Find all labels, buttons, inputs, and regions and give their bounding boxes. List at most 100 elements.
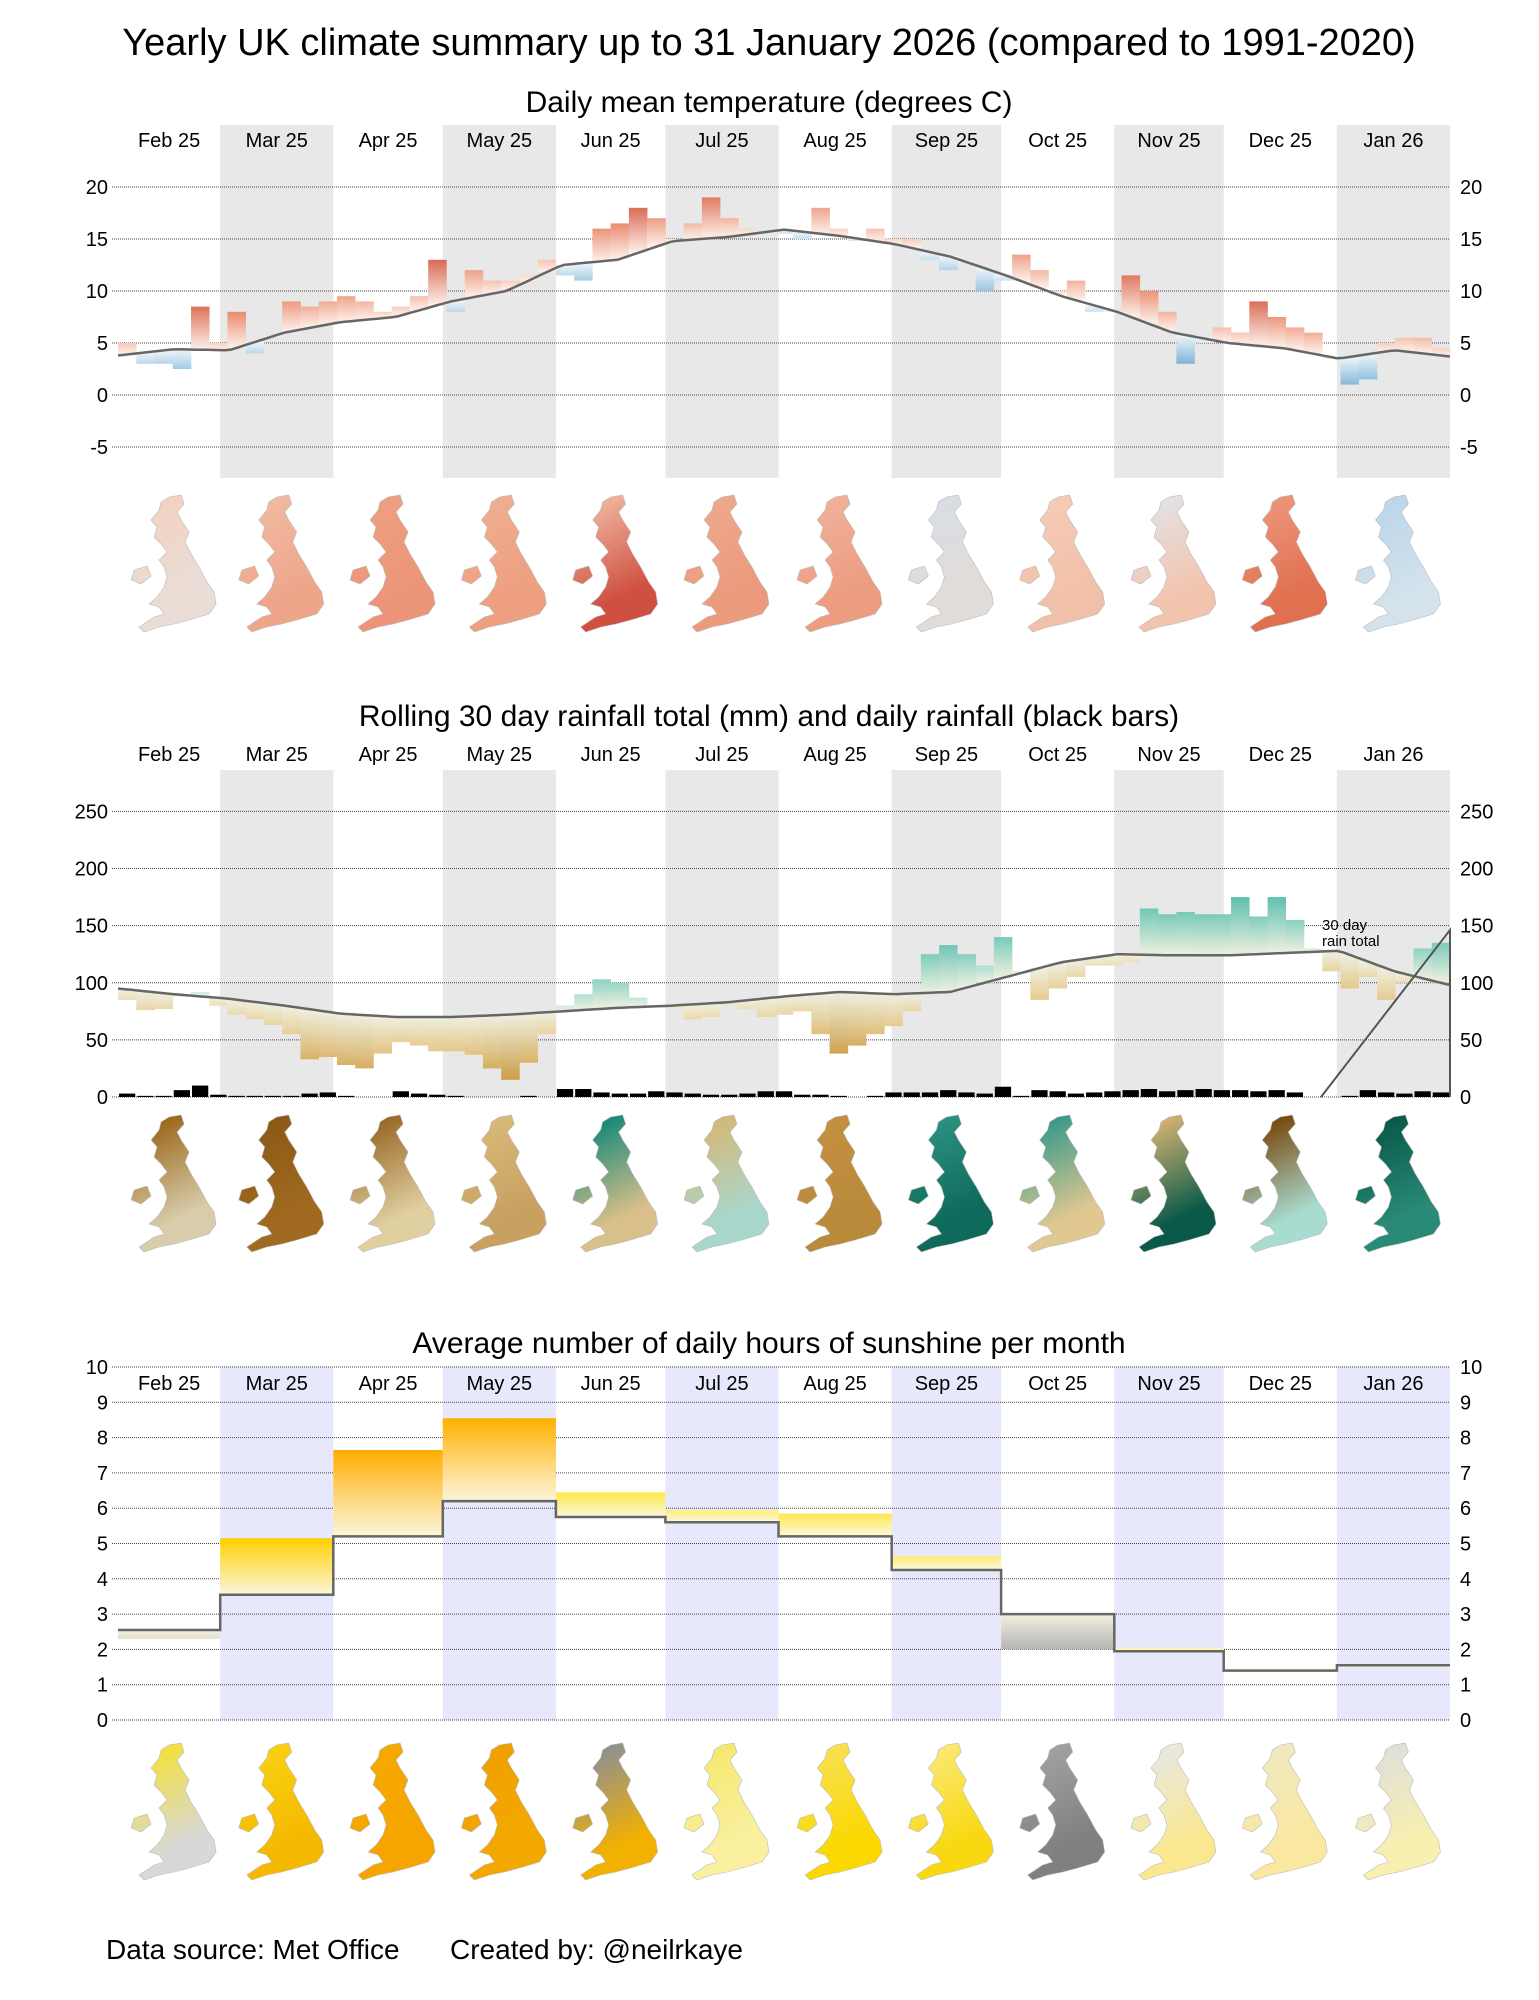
month-label: Jan 26 (1363, 744, 1423, 766)
daily-rain-bar (1232, 1090, 1249, 1097)
daily-rain-bar (958, 1092, 975, 1097)
rolling-rain-bar (628, 997, 648, 1008)
temperature-bar (1139, 291, 1159, 324)
y-tick-label: 9 (97, 1392, 108, 1414)
month-label: Jul 25 (695, 130, 748, 152)
month-label: Aug 25 (803, 1373, 866, 1395)
daily-rain-bar (648, 1091, 665, 1097)
daily-rain-bar (1122, 1090, 1139, 1097)
temperature-bar (1231, 332, 1250, 345)
temperature-bar (847, 238, 867, 242)
y-tick-label: 200 (75, 859, 108, 881)
month-label: Dec 25 (1249, 1373, 1312, 1395)
daily-rain-bar (1195, 1089, 1212, 1097)
month-label: Sep 25 (915, 1373, 978, 1395)
y-tick-label: -5 (1460, 437, 1478, 459)
daily-rain-bar (1378, 1092, 1395, 1097)
temperature-bar (884, 239, 903, 244)
normal-line (118, 1499, 1450, 1672)
temperature-bar (647, 218, 666, 247)
daily-rain-bar (337, 1095, 355, 1097)
temperature-map (238, 494, 325, 633)
daily-rain-bar (1286, 1092, 1304, 1097)
y-tick-label: 4 (97, 1569, 108, 1591)
sunshine-map (130, 1742, 217, 1881)
daily-rain-bar (1049, 1091, 1066, 1097)
sunshine-chart-title: Average number of daily hours of sunshin… (412, 1327, 1125, 1360)
data-source: Data source: Met Office (106, 1934, 400, 1965)
rolling-rain-bar (975, 965, 995, 983)
rolling-rain-bar (1285, 919, 1305, 953)
temperature-bar (300, 306, 320, 328)
month-label: Apr 25 (359, 1373, 418, 1395)
normal-line (117, 949, 1451, 1019)
temperature-bar (720, 218, 739, 237)
annotation-callout-line (1320, 927, 1451, 1098)
y-tick-label: 5 (97, 333, 108, 355)
y-tick-label: 10 (1460, 1357, 1482, 1379)
daily-rain-bar (629, 1093, 647, 1097)
daily-rain-bar (940, 1090, 957, 1097)
normal-line (117, 228, 1451, 360)
temperature-bar (738, 228, 757, 235)
temperature-map (908, 494, 994, 633)
temperature-bar (136, 352, 155, 364)
rolling-rain-bar (1048, 963, 1068, 989)
rolling-rain-bar (957, 954, 976, 988)
daily-rain-bar (410, 1093, 428, 1097)
y-tick-label: 15 (1460, 229, 1482, 251)
sunshine-map (908, 1742, 994, 1881)
temperature-bar (209, 343, 228, 351)
month-label: Jun 25 (581, 130, 641, 152)
daily-rain-bar (1067, 1093, 1085, 1097)
temperature-bar (592, 228, 611, 262)
rolling-rain-bar (446, 1016, 465, 1052)
daily-rain-bar (739, 1093, 756, 1097)
temperature-bar (501, 280, 520, 290)
rolling-rain-bar (282, 1006, 301, 1035)
y-tick-label: 5 (97, 1534, 108, 1556)
rolling-rain-bar (318, 1011, 338, 1058)
rolling-rain-bar (1212, 914, 1232, 956)
y-tick-label: 250 (1460, 801, 1493, 823)
temperature-map (796, 494, 883, 633)
daily-rain-bar (721, 1094, 738, 1097)
rolling-rain-bar (1249, 916, 1268, 955)
month-band (891, 770, 1002, 1097)
rolling-rain-bar (1030, 968, 1049, 1000)
temperature-bar (318, 301, 338, 325)
y-tick-label: 0 (97, 1710, 108, 1732)
rainfall-map (683, 1114, 770, 1253)
y-tick-label: 0 (97, 1087, 108, 1109)
daily-rain-bar (885, 1092, 902, 1097)
y-tick-label: 8 (1460, 1428, 1471, 1450)
daily-rain-bar (702, 1094, 720, 1097)
y-tick-label: 250 (75, 801, 108, 823)
y-tick-label: 6 (97, 1498, 108, 1520)
month-label: Feb 25 (138, 130, 200, 152)
y-tick-label: 10 (86, 1357, 108, 1379)
month-label: May 25 (467, 1373, 533, 1395)
rolling-rain-bar (774, 996, 794, 1015)
temperature-bar (1340, 357, 1360, 385)
y-tick-label: 0 (97, 385, 108, 407)
temperature-map (1355, 494, 1441, 633)
temperature-bar (355, 301, 374, 320)
rolling-rain-bar (1176, 911, 1195, 956)
rolling-rain-bar (811, 993, 830, 1035)
daily-rain-bar (1177, 1090, 1194, 1097)
temperature-bar (373, 311, 392, 319)
y-tick-label: 1 (97, 1675, 108, 1697)
month-label: Apr 25 (359, 130, 418, 152)
y-tick-label: 50 (86, 1030, 108, 1052)
daily-rain-bar (1031, 1090, 1048, 1097)
temperature-bar (1212, 327, 1232, 342)
rolling-rain-bar (355, 1015, 374, 1069)
rolling-rain-bar (1377, 968, 1396, 1000)
rolling-rain-bar (701, 1003, 721, 1018)
y-tick-label: 5 (1460, 333, 1471, 355)
month-label: Oct 25 (1028, 744, 1087, 766)
temperature-bar (428, 259, 447, 306)
rolling-rain-bar (1304, 948, 1323, 952)
y-tick-label: 200 (1460, 859, 1493, 881)
